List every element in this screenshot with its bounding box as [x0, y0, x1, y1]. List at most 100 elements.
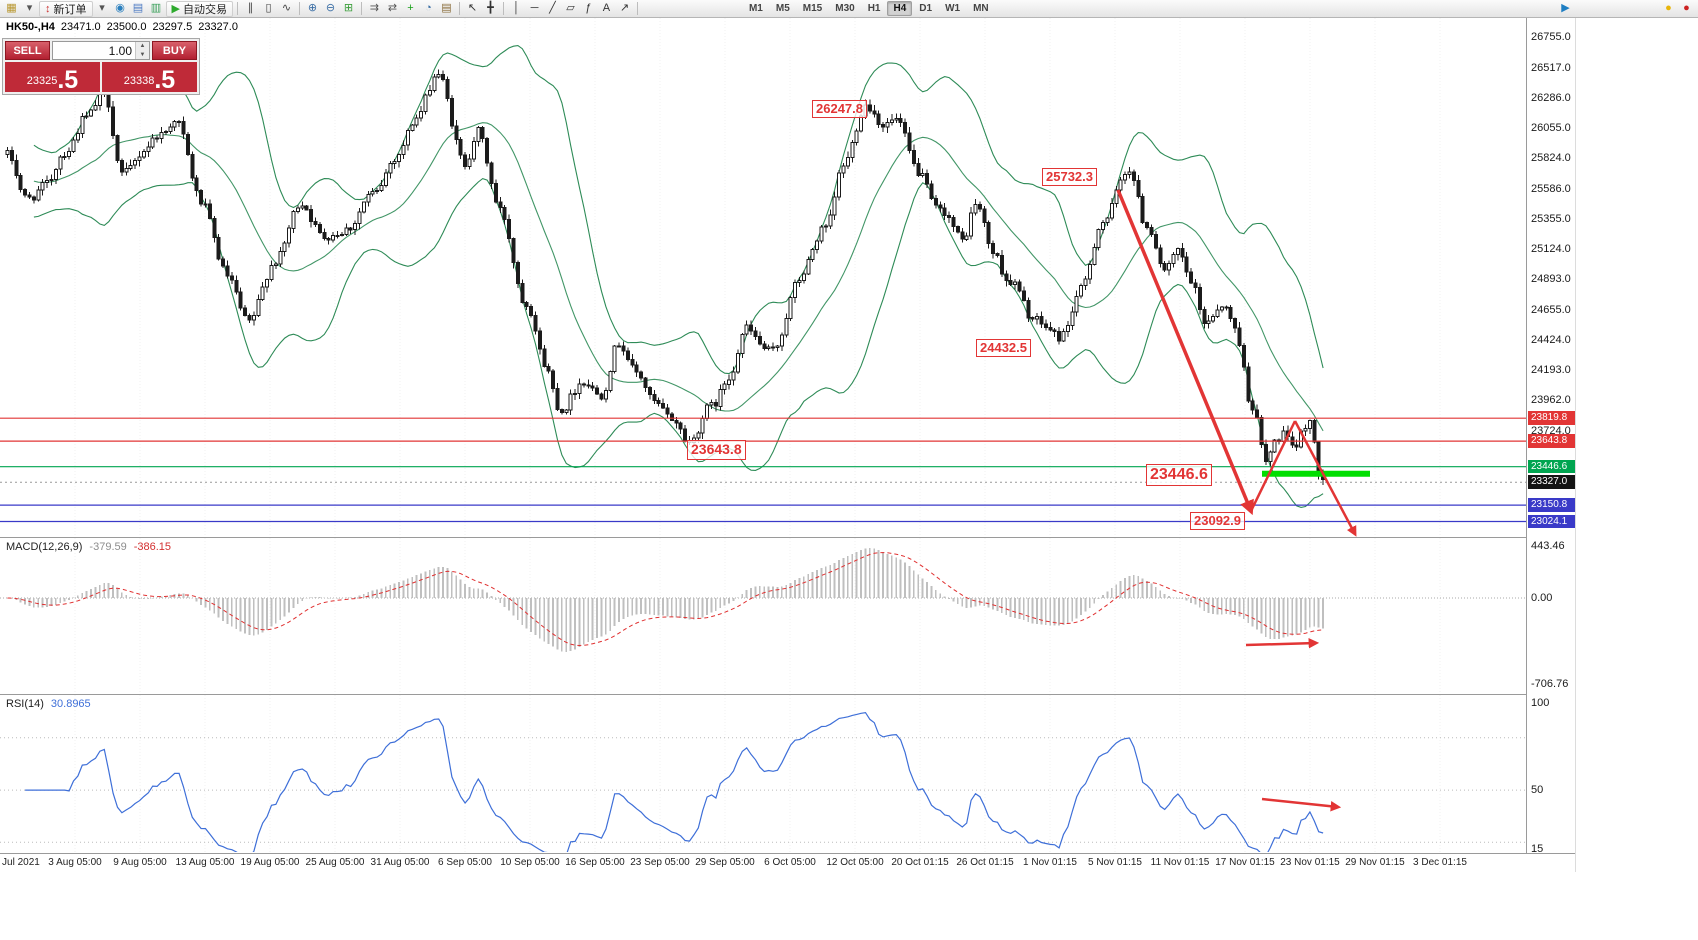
- price-tick: 25124.0: [1531, 242, 1571, 255]
- timeframe-m5-button[interactable]: M5: [770, 1, 796, 16]
- one-click-trading-panel: SELL ▲ ▼ BUY 23325 .5 23338 .5: [2, 38, 200, 95]
- trendline-icon[interactable]: ╱: [549, 2, 556, 14]
- timeframe-w1-button[interactable]: W1: [939, 1, 966, 16]
- candlestick-chart-icon[interactable]: ▯: [265, 2, 272, 14]
- macd-panel-canvas[interactable]: [0, 538, 1526, 694]
- timeframe-h1-button[interactable]: H1: [862, 1, 887, 16]
- new-chart-icon[interactable]: ▦: [6, 2, 17, 14]
- buy-button[interactable]: BUY: [152, 41, 197, 60]
- sell-button[interactable]: SELL: [5, 41, 50, 60]
- timeframe-m15-button[interactable]: M15: [797, 1, 828, 16]
- trend-arrow-object[interactable]: [1245, 637, 1320, 649]
- horizontal-line-icon[interactable]: ─: [530, 2, 539, 14]
- toolbar-separator: [298, 2, 300, 15]
- time-axis-label: 13 Aug 05:00: [175, 857, 235, 868]
- timeframe-h4-button[interactable]: H4: [887, 1, 913, 16]
- trend-arrow-object[interactable]: [1116, 189, 1254, 516]
- trend-arrow-object[interactable]: [1249, 420, 1297, 512]
- chart-shift-icon[interactable]: ⇄: [387, 2, 398, 14]
- bar-chart-icon[interactable]: ∥: [247, 2, 254, 14]
- price-annotation-23092.9[interactable]: 23092.9: [1190, 512, 1245, 531]
- community-icon[interactable]: ●: [1665, 2, 1672, 14]
- volume-down-button[interactable]: ▼: [136, 50, 149, 59]
- cursor-icon[interactable]: ↖: [467, 2, 478, 14]
- periods-icon[interactable]: ◔: [425, 2, 432, 14]
- rsi-panel-canvas[interactable]: [0, 695, 1526, 852]
- fibonacci-icon[interactable]: ƒ: [585, 2, 592, 14]
- quick-nav-icon[interactable]: ▶: [1561, 2, 1570, 14]
- trend-arrow-object[interactable]: [1261, 797, 1342, 812]
- zoom-in-icon[interactable]: ⊕: [307, 2, 318, 14]
- tile-windows-icon[interactable]: ⊞: [343, 2, 354, 14]
- price-annotation-23446.6[interactable]: 23446.6: [1146, 464, 1212, 486]
- metaquotes-icon[interactable]: ●: [1683, 2, 1690, 14]
- price-tick: 24893.0: [1531, 272, 1571, 285]
- price-annotation-23643.8[interactable]: 23643.8: [687, 440, 746, 460]
- auto-scroll-icon[interactable]: ⇉: [369, 2, 380, 14]
- price-line-badge-23819.8: 23819.8: [1528, 411, 1575, 425]
- new-chart-caret-icon[interactable]: ▾: [26, 2, 33, 14]
- price-line-badge-23643.8: 23643.8: [1528, 434, 1575, 448]
- time-axis-label: 3 Aug 05:00: [48, 857, 102, 868]
- time-axis-label: 26 Oct 01:15: [956, 857, 1014, 868]
- volume-field: ▲ ▼: [52, 41, 150, 60]
- time-axis-label: 3 Dec 01:15: [1413, 857, 1467, 868]
- arrow-tool-icon[interactable]: ↗: [619, 2, 630, 14]
- zoom-out-icon[interactable]: ⊖: [325, 2, 336, 14]
- price-tick: 26055.0: [1531, 121, 1571, 134]
- sell-price-display[interactable]: 23325 .5: [5, 62, 100, 92]
- indicators-icon[interactable]: +: [407, 2, 414, 14]
- toolbar-separator: [636, 2, 638, 15]
- time-axis-label: 25 Aug 05:00: [305, 857, 365, 868]
- time-axis[interactable]: 29 Jul 2021 3 Aug 05:00 9 Aug 05:00 13 Aug …: [0, 853, 1575, 872]
- buy-price-fraction: .5: [154, 65, 176, 94]
- price-annotation-24432.5[interactable]: 24432.5: [976, 339, 1031, 358]
- time-axis-label: 6 Sep 05:00: [438, 857, 492, 868]
- timeframe-m1-button[interactable]: M1: [743, 1, 769, 16]
- main-chart-canvas[interactable]: [0, 18, 1526, 537]
- macd-signal-line: [7, 552, 1324, 647]
- chart-close-value: 23327.0: [198, 21, 238, 33]
- buy-price-display[interactable]: 23338 .5: [102, 62, 197, 92]
- macd-axis-min: -706.76: [1531, 678, 1569, 690]
- time-axis-label: 10 Sep 05:00: [500, 857, 560, 868]
- window-edge: [1575, 18, 1576, 872]
- time-axis-label: 5 Nov 01:15: [1088, 857, 1142, 868]
- new-order-button[interactable]: ↕ 新订单: [39, 0, 93, 17]
- new-order-caret-icon[interactable]: ▾: [99, 2, 105, 14]
- channel-icon[interactable]: ▱: [566, 2, 575, 14]
- timeframe-d1-button[interactable]: D1: [913, 1, 938, 16]
- auto-trading-button[interactable]: ▶ 自动交易: [165, 0, 233, 17]
- price-annotation-25732.3[interactable]: 25732.3: [1042, 168, 1097, 187]
- mql5-community-icon[interactable]: ◉: [115, 2, 125, 14]
- panel-separator[interactable]: [0, 537, 1575, 538]
- auto-trading-button-label: 自动交易: [182, 3, 227, 16]
- volume-input[interactable]: [53, 42, 135, 59]
- price-tick: 24655.0: [1531, 303, 1571, 316]
- rsi-indicator-label: RSI(14) 30.8965: [6, 698, 91, 710]
- panel-separator[interactable]: [0, 694, 1575, 695]
- templates-icon[interactable]: ▤: [441, 2, 452, 14]
- price-axis[interactable]: 26755.0 26517.0 26286.0 26055.0 25824.0 25586…: [1527, 0, 1575, 872]
- crosshair-icon[interactable]: ╋: [487, 2, 494, 14]
- price-tick: 24193.0: [1531, 363, 1571, 376]
- grid-layer: [74, 18, 1441, 537]
- navigator-icon[interactable]: ▥: [150, 2, 162, 14]
- volume-up-button[interactable]: ▲: [136, 42, 149, 51]
- price-tick: 26517.0: [1531, 61, 1571, 74]
- price-annotation-26247.8[interactable]: 26247.8: [812, 100, 867, 119]
- candles-layer: [5, 69, 1326, 486]
- grid-layer: [74, 538, 1441, 694]
- market-watch-icon[interactable]: ▤: [132, 2, 144, 14]
- macd-main-value: -379.59: [89, 541, 127, 553]
- timeframe-m30-button[interactable]: M30: [829, 1, 860, 16]
- rsi-name: RSI(14): [6, 698, 44, 710]
- trend-arrow-object[interactable]: [1293, 420, 1357, 537]
- chart-high-value: 23500.0: [106, 21, 147, 33]
- text-icon[interactable]: A: [602, 2, 611, 14]
- vertical-line-icon[interactable]: │: [513, 2, 520, 14]
- timeframe-mn-button[interactable]: MN: [967, 1, 995, 16]
- line-chart-icon[interactable]: ∿: [281, 2, 292, 14]
- price-tick: 25355.0: [1531, 212, 1571, 225]
